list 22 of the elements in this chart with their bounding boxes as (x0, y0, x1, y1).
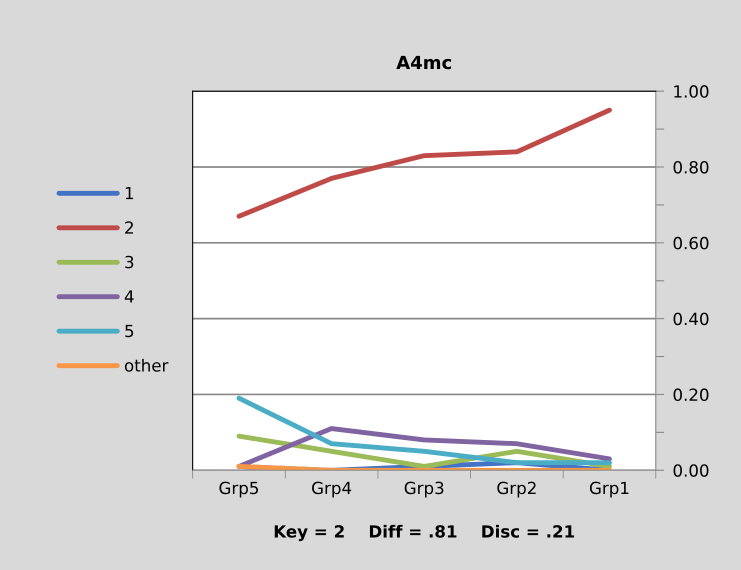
x-tick-label: Grp2 (497, 482, 536, 498)
line-series (236, 396, 612, 466)
x-tick-label: Grp1 (590, 482, 628, 498)
x-tick-label: Grp4 (312, 482, 352, 498)
line-series (236, 426, 612, 469)
legend-label: 1 (126, 187, 134, 200)
x-tick-label: Grp5 (219, 482, 258, 498)
legend-label: 4 (124, 290, 134, 303)
y-tick-label: 0.80 (674, 160, 708, 174)
legend-label: 3 (125, 256, 134, 268)
legend-label: other (124, 358, 168, 372)
y-tick-label: 0.00 (674, 464, 708, 477)
line-series (236, 108, 612, 219)
y-tick-label: 1.00 (674, 85, 708, 98)
legend-label: 5 (125, 324, 134, 338)
text: Key = 2 Diff = .81 Disc = .21 (274, 524, 574, 542)
y-tick-label: 0.40 (674, 312, 708, 326)
y-tick-label: 0.20 (674, 388, 708, 402)
y-tick-label: 0.60 (674, 236, 708, 250)
x-tick-label: Grp3 (404, 482, 444, 498)
legend-label: 2 (125, 221, 133, 234)
chart-title: A4mc (396, 56, 452, 70)
